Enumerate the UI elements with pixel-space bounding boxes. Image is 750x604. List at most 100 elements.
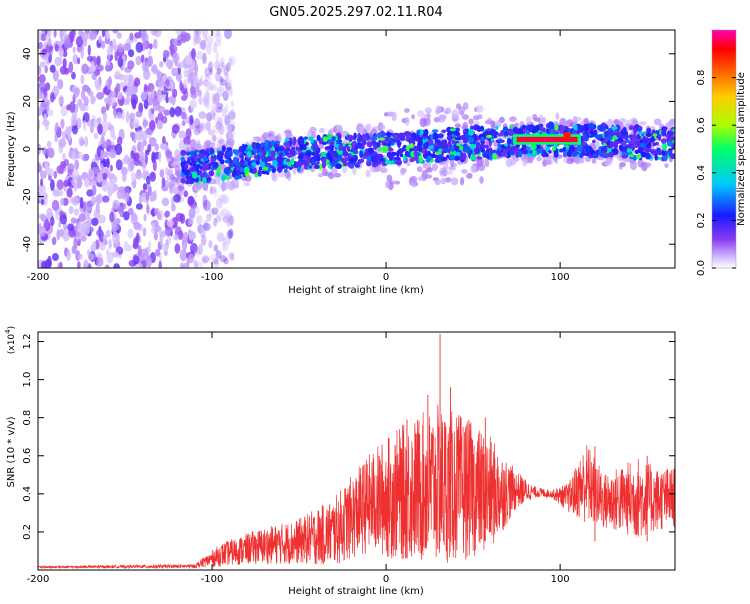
noise-blob (222, 62, 227, 75)
band-core-blob (417, 145, 423, 152)
band-halo-blob (461, 114, 470, 120)
spectrogram-x-label: Height of straight line (km) (288, 285, 424, 296)
noise-blob (96, 257, 104, 267)
band-halo-blob (639, 121, 647, 126)
noise-blob (227, 238, 231, 245)
band-core-blob (221, 174, 226, 182)
noise-blob (152, 159, 157, 172)
noise-blob (89, 180, 97, 187)
band-core-blob (424, 128, 429, 137)
noise-blob (221, 194, 229, 204)
noise-blob (116, 111, 123, 119)
band-core-blob (284, 164, 288, 168)
colorbar-ticks: 0.0 0.2 0.4 0.6 0.8 (696, 70, 736, 276)
noise-blob (47, 109, 54, 117)
noise-blob (93, 132, 99, 140)
noise-blob (117, 91, 123, 100)
noise-blob (50, 179, 55, 192)
band-core-blob (460, 134, 467, 140)
noise-blob (75, 87, 81, 96)
noise-blob (214, 114, 223, 127)
band-halo-blob (499, 116, 505, 123)
noise-blob (228, 55, 236, 66)
noise-blob (96, 91, 104, 100)
band-core-blob (343, 157, 351, 162)
noise-blob (145, 255, 152, 268)
noise-blob (87, 252, 95, 261)
band-core-blob (452, 133, 457, 139)
noise-blob (188, 233, 197, 240)
band-halo-blob (637, 159, 644, 168)
band-halo-blob (462, 102, 469, 110)
band-core-blob (349, 163, 354, 169)
band-core-blob (372, 162, 379, 167)
strong-line-spike (563, 132, 571, 140)
noise-blob (117, 56, 124, 68)
band-core-blob (425, 158, 431, 163)
noise-blob (111, 91, 116, 99)
noise-blob (88, 90, 94, 97)
y-tick-label: 0.8 (22, 410, 33, 426)
band-halo-blob (591, 158, 597, 164)
band-halo-blob (194, 143, 202, 151)
noise-blob (224, 30, 232, 40)
noise-blob (48, 168, 54, 177)
noise-blob (129, 32, 134, 41)
band-core-blob (629, 153, 635, 158)
band-core-blob (226, 147, 233, 152)
band-halo-blob (455, 103, 462, 110)
band-halo-blob (424, 174, 433, 179)
noise-blob (40, 178, 44, 187)
noise-blob (190, 244, 198, 251)
band-halo-blob (177, 185, 184, 191)
band-core-blob (432, 129, 439, 133)
noise-blob (225, 213, 232, 220)
band-core-blob (495, 125, 499, 130)
noise-blob (210, 103, 217, 113)
band-core-blob (262, 150, 267, 156)
band-core-blob (479, 125, 485, 132)
band-core-blob (393, 133, 398, 140)
noise-blob (227, 252, 235, 260)
band-core-blob (287, 153, 293, 158)
noise-blob (181, 238, 185, 245)
band-halo-blob (371, 128, 377, 135)
snr-x-label: Height of straight line (km) (288, 586, 424, 597)
noise-blob (181, 120, 186, 127)
noise-blob (63, 30, 67, 36)
noise-blob (211, 207, 219, 215)
x-tick-label: 100 (551, 272, 570, 283)
band-halo-blob (337, 124, 343, 132)
band-core-blob (224, 159, 231, 164)
noise-blob (77, 57, 81, 65)
noise-blob (62, 233, 70, 242)
band-core-blob (290, 146, 296, 152)
noise-blob (164, 179, 170, 189)
band-core-blob (232, 156, 238, 164)
noise-blob (202, 257, 208, 265)
colorbar-label: Normalized spectral amplitude (736, 72, 747, 226)
noise-blob (38, 74, 46, 84)
noise-blob (224, 72, 229, 81)
band-core-blob (607, 135, 613, 141)
band-halo-blob (461, 169, 468, 174)
y-tick-label: 0.2 (22, 524, 33, 540)
band-core-blob (539, 127, 546, 132)
noise-blob (98, 214, 106, 224)
noise-blob (157, 112, 164, 121)
y-tick-label: 0 (22, 146, 33, 152)
noise-blob (202, 79, 209, 87)
band-core-blob (454, 137, 462, 141)
band-core-blob (262, 166, 269, 171)
band-core-blob (470, 153, 476, 161)
band-core-blob (486, 128, 491, 132)
band-core-blob (667, 130, 672, 135)
noise-blob (58, 47, 64, 58)
noise-blob (200, 226, 208, 234)
noise-blob (82, 201, 87, 213)
noise-blob (143, 213, 147, 222)
band-core-blob (484, 144, 489, 149)
band-core-blob (437, 154, 442, 163)
noise-blob (169, 107, 176, 118)
